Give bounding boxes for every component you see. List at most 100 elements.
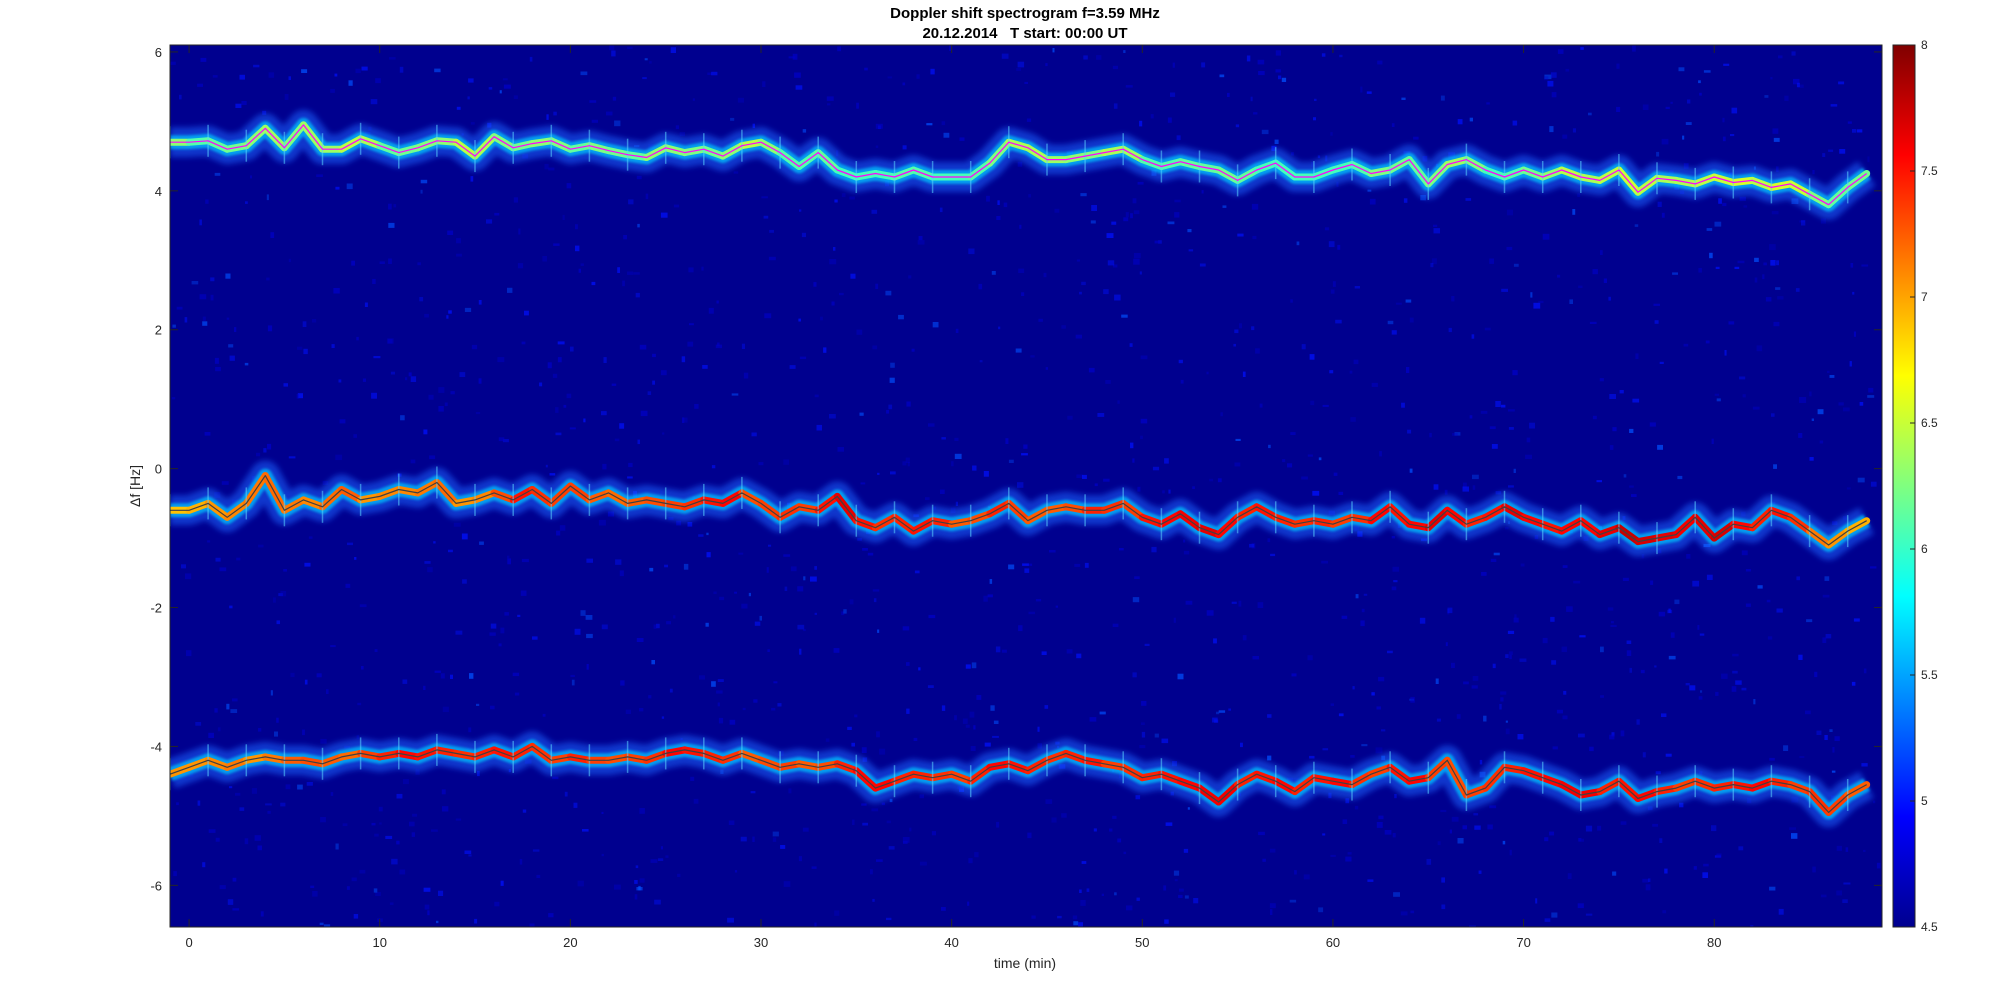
noise-speck: [1769, 244, 1776, 251]
noise-speck: [648, 695, 652, 699]
noise-speck: [820, 316, 823, 321]
noise-speck: [1433, 224, 1438, 227]
noise-speck: [1426, 858, 1432, 865]
x-tick-label: 0: [185, 935, 192, 950]
noise-speck: [1360, 620, 1365, 627]
noise-speck: [1133, 258, 1140, 265]
noise-speck: [1722, 136, 1726, 142]
noise-speck: [1251, 203, 1259, 210]
noise-speck: [499, 90, 502, 94]
noise-speck: [1659, 838, 1663, 843]
noise-speck: [278, 593, 283, 597]
noise-speck: [212, 75, 218, 78]
noise-speck: [1275, 69, 1281, 73]
noise-speck: [702, 365, 708, 369]
noise-speck: [1502, 840, 1506, 845]
noise-speck: [647, 391, 652, 395]
noise-speck: [1088, 367, 1095, 373]
noise-speck: [1017, 61, 1025, 68]
noise-speck: [521, 558, 529, 563]
noise-speck: [566, 183, 572, 189]
noise-speck: [783, 881, 791, 887]
noise-speck: [634, 880, 638, 884]
noise-speck: [1772, 128, 1779, 134]
noise-speck: [1629, 428, 1634, 433]
noise-speck: [1448, 327, 1452, 333]
noise-speck: [1330, 289, 1335, 294]
noise-speck: [1267, 755, 1272, 761]
noise-speck: [1173, 617, 1176, 623]
noise-speck: [447, 230, 454, 235]
noise-speck: [570, 346, 574, 352]
noise-speck: [1791, 833, 1798, 839]
noise-speck: [1698, 80, 1701, 84]
noise-speck: [640, 410, 648, 417]
noise-speck: [373, 888, 378, 893]
noise-speck: [1506, 209, 1513, 216]
noise-speck: [1743, 205, 1748, 208]
noise-speck: [1347, 852, 1352, 855]
noise-speck: [326, 689, 329, 694]
noise-speck: [1722, 117, 1725, 123]
noise-speck: [1449, 829, 1452, 834]
noise-speck: [1091, 205, 1097, 211]
noise-speck: [1863, 668, 1867, 674]
noise-speck: [803, 576, 806, 581]
y-tick-label: -6: [150, 878, 162, 893]
noise-speck: [1456, 714, 1461, 719]
noise-speck: [831, 301, 835, 306]
noise-speck: [316, 673, 322, 678]
noise-speck: [250, 175, 252, 179]
noise-speck: [342, 823, 348, 827]
noise-speck: [1731, 107, 1738, 114]
noise-speck: [955, 501, 958, 506]
noise-speck: [450, 674, 453, 679]
noise-speck: [1054, 208, 1060, 213]
noise-speck: [1784, 95, 1789, 101]
noise-speck: [1629, 485, 1634, 488]
noise-speck: [1702, 872, 1708, 878]
noise-speck: [577, 880, 584, 887]
noise-speck: [1392, 833, 1396, 838]
noise-speck: [462, 579, 467, 584]
noise-speck: [1609, 394, 1616, 399]
noise-speck: [1600, 250, 1603, 255]
noise-speck: [856, 329, 863, 335]
noise-speck: [740, 836, 747, 842]
noise-speck: [1435, 678, 1439, 684]
noise-speck: [675, 125, 679, 130]
noise-speck: [984, 742, 991, 747]
noise-speck: [575, 245, 580, 252]
noise-speck: [1310, 400, 1315, 406]
chart-subtitle: 20.12.2014 T start: 00:00 UT: [922, 25, 1127, 42]
noise-speck: [456, 106, 461, 110]
noise-speck: [1622, 577, 1629, 581]
noise-speck: [1376, 822, 1383, 828]
noise-speck: [1822, 637, 1827, 643]
noise-speck: [288, 456, 296, 459]
noise-speck: [1722, 202, 1727, 207]
noise-speck: [1130, 442, 1134, 449]
noise-speck: [1838, 402, 1844, 406]
noise-speck: [241, 101, 247, 105]
noise-speck: [235, 103, 242, 108]
noise-speck: [566, 393, 572, 399]
noise-speck: [1563, 690, 1567, 695]
noise-speck: [1249, 543, 1255, 548]
noise-speck: [1683, 163, 1689, 169]
noise-speck: [1061, 325, 1066, 329]
noise-speck: [650, 859, 658, 863]
noise-speck: [1607, 607, 1614, 611]
noise-speck: [239, 74, 245, 80]
noise-speck: [1732, 670, 1738, 674]
noise-speck: [304, 679, 308, 685]
noise-speck: [634, 894, 638, 900]
noise-speck: [814, 612, 817, 615]
noise-speck: [176, 306, 183, 310]
noise-speck: [400, 415, 405, 421]
noise-speck: [580, 263, 584, 266]
noise-speck: [823, 347, 827, 353]
noise-speck: [1596, 480, 1602, 483]
noise-speck: [544, 163, 549, 170]
noise-speck: [488, 87, 493, 90]
